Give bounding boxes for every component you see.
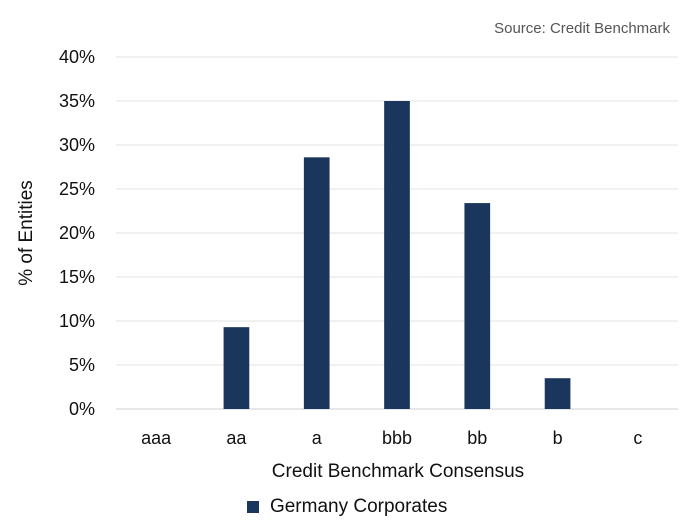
y-tick-label: 35% xyxy=(59,91,95,111)
legend: Germany Corporates xyxy=(0,496,694,518)
x-tick-label: aa xyxy=(226,428,247,448)
x-tick-label: b xyxy=(553,428,563,448)
x-tick-label: bb xyxy=(467,428,487,448)
x-tick-label: c xyxy=(633,428,642,448)
y-tick-label: 25% xyxy=(59,179,95,199)
source-note: Source: Credit Benchmark xyxy=(494,20,670,37)
legend-swatch xyxy=(246,500,259,513)
y-axis-ticks: 0% 5% 10% 15% 20% 25% 30% 35% 40% xyxy=(59,47,95,419)
y-tick-label: 10% xyxy=(59,311,95,331)
x-axis-title: Credit Benchmark Consensus xyxy=(272,461,524,482)
y-tick-label: 5% xyxy=(69,355,95,375)
y-tick-label: 20% xyxy=(59,223,95,243)
bar-a xyxy=(303,157,330,409)
x-tick-label: aaa xyxy=(141,428,172,448)
y-axis-title: % of Entities xyxy=(16,180,37,286)
legend-label: Germany Corporates xyxy=(269,496,448,517)
bars xyxy=(223,101,571,409)
bar-aa xyxy=(223,327,250,409)
y-tick-label: 15% xyxy=(59,267,95,287)
bar-chart: 0%5%10%15%20%25%30%35%40% aaa aa a bbb bb b c … xyxy=(16,47,678,482)
y-tick-label: 0% xyxy=(69,399,95,419)
x-axis-ticks: aaa aa a bbb bb b c xyxy=(141,428,642,448)
bar-b xyxy=(544,378,571,409)
x-tick-label: a xyxy=(312,428,323,448)
bar-bbb xyxy=(384,101,410,409)
x-tick-label: bbb xyxy=(382,428,412,448)
bar-bb xyxy=(464,203,491,409)
y-tick-label: 40% xyxy=(59,47,95,67)
y-tick-label: 30% xyxy=(59,135,95,155)
